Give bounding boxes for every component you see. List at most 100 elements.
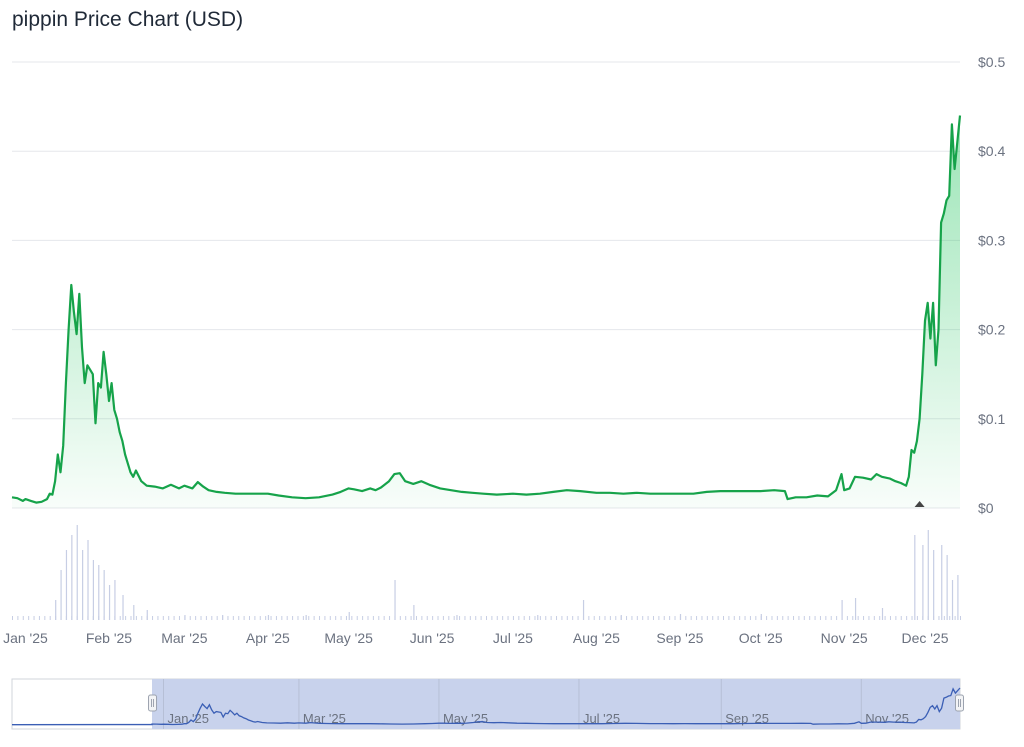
- volume-bar: [12, 616, 13, 620]
- volume-bar: [604, 616, 606, 620]
- volume-bar: [873, 616, 875, 620]
- volume-bar: [884, 616, 886, 620]
- volume-bar: [389, 616, 391, 620]
- volume-bar: [267, 615, 270, 620]
- volume-bar: [696, 616, 698, 620]
- volume-bar: [960, 616, 961, 620]
- x-tick-label: Nov '25: [821, 630, 868, 646]
- volume-bar: [405, 616, 407, 620]
- range-navigator[interactable]: Jan '25 Mar '25 May '25 Jul '25 Sep '25 Nov '…: [11, 678, 964, 730]
- volume-bar: [249, 616, 250, 620]
- volume-bar: [49, 616, 51, 620]
- volume-bar: [319, 616, 321, 620]
- volume-bar: [103, 570, 105, 620]
- volume-bar: [755, 616, 757, 620]
- volume-bar: [222, 615, 224, 620]
- volume-bar: [28, 616, 30, 620]
- volume-bar: [475, 616, 477, 620]
- volume-bar: [125, 616, 127, 620]
- volume-bar: [706, 616, 708, 620]
- volume-bar: [178, 616, 180, 620]
- volume-bar: [22, 616, 24, 620]
- volume-bar: [927, 530, 929, 620]
- volume-bar: [469, 616, 471, 620]
- volume-bar: [957, 575, 959, 620]
- volume-bar: [205, 616, 207, 620]
- volume-bar: [512, 616, 514, 620]
- volume-bar: [383, 616, 385, 620]
- x-tick-label: Dec '25: [901, 630, 948, 646]
- volume-bar: [157, 616, 159, 620]
- volume-bar: [44, 616, 46, 620]
- volume-bar: [529, 616, 531, 620]
- triangle-up-icon[interactable]: [914, 501, 925, 507]
- volume-bar: [76, 525, 78, 620]
- volume-bar: [663, 616, 665, 620]
- volume-bar: [270, 616, 272, 620]
- volume-bar: [814, 616, 816, 620]
- volume-bar: [356, 616, 358, 620]
- volume-bar: [793, 616, 795, 620]
- volume-bar: [739, 616, 741, 620]
- price-area: [12, 115, 960, 508]
- volume-bar: [367, 616, 369, 620]
- y-tick-label: $0.3: [978, 232, 1005, 248]
- navigator-handle-left[interactable]: [148, 694, 158, 712]
- volume-bar: [545, 616, 547, 620]
- volume-bar: [868, 616, 870, 620]
- volume-bar: [211, 616, 213, 620]
- volume-bar: [254, 616, 256, 620]
- volume-bar: [534, 616, 536, 620]
- volume-bar: [119, 616, 121, 620]
- x-tick-label: Sep '25: [656, 630, 703, 646]
- volume-bar: [502, 616, 504, 620]
- navigator-tick-label: Nov '25: [865, 711, 909, 726]
- navigator-selection[interactable]: [152, 679, 961, 729]
- volume-bar: [566, 616, 568, 620]
- volume-bar: [922, 545, 924, 620]
- volume-bar: [951, 580, 954, 620]
- volume-bar: [340, 616, 342, 620]
- volume-bar: [184, 615, 186, 620]
- volume-bar: [410, 616, 412, 620]
- volume-bar: [889, 616, 891, 620]
- volume-bar: [803, 616, 805, 620]
- volume-bar: [749, 616, 751, 620]
- navigator-handle-right[interactable]: [955, 694, 964, 712]
- volume-bar: [413, 605, 415, 620]
- volume-bar: [537, 615, 539, 620]
- volume-bar: [620, 615, 622, 620]
- volume-bar: [582, 600, 585, 620]
- volume-bar: [615, 616, 617, 620]
- volume-bar: [453, 616, 455, 620]
- volume-bar: [437, 616, 439, 620]
- volume-bar: [728, 616, 730, 620]
- navigator-tick-label: Sep '25: [725, 711, 769, 726]
- volume-bar: [941, 545, 943, 620]
- volume-bar: [216, 616, 218, 620]
- volume-bar: [227, 616, 229, 620]
- volume-bar: [846, 616, 848, 620]
- y-tick-label: $0: [978, 500, 994, 516]
- volume-bar: [577, 616, 579, 620]
- volume-bar: [819, 616, 821, 620]
- volume-bar: [669, 616, 671, 620]
- price-line[interactable]: [11, 115, 962, 504]
- volume-bar: [421, 616, 423, 620]
- volume-bar: [787, 616, 789, 620]
- y-tick-label: $0.4: [978, 143, 1005, 159]
- volume-bar: [857, 616, 859, 620]
- volume-bar: [652, 616, 654, 620]
- volume-bar: [243, 616, 245, 620]
- volume-bar: [744, 616, 746, 620]
- x-tick-label: Feb '25: [86, 630, 132, 646]
- volume-bar: [933, 550, 935, 620]
- volume-bar: [265, 616, 267, 620]
- volume-bar: [895, 616, 897, 620]
- volume-bar: [914, 535, 916, 620]
- volume-bar: [550, 616, 552, 620]
- volume-bar: [259, 616, 261, 620]
- event-marker[interactable]: [914, 501, 925, 507]
- volume-bar: [523, 616, 525, 620]
